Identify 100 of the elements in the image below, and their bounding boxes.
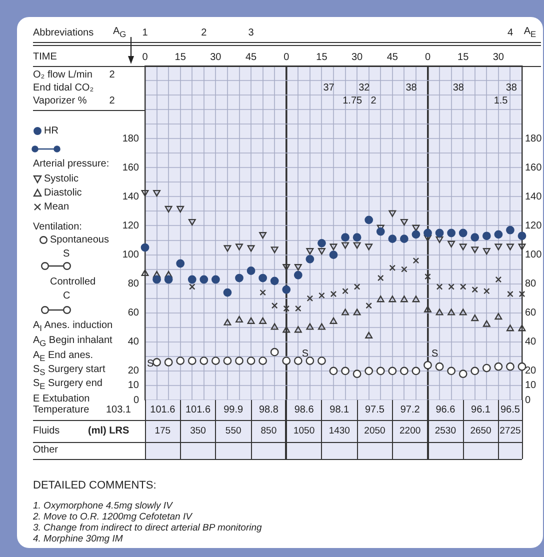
- text: Other: [33, 444, 58, 456]
- text: 2: [201, 28, 207, 38]
- annotation: 32: [358, 82, 370, 94]
- text: 550: [225, 426, 242, 436]
- text: 1050: [293, 426, 315, 436]
- annotation: 38: [406, 82, 417, 94]
- legend-label: Systolic: [44, 174, 78, 184]
- text: 98.1: [330, 404, 350, 416]
- text: Ventilation:: [33, 222, 82, 232]
- text: 2530: [434, 426, 456, 436]
- y2-tick-label: 40: [525, 336, 537, 348]
- x-tick-label: 45: [386, 52, 398, 63]
- y-tick-label: 140: [122, 191, 140, 202]
- y-tick-label: 0: [133, 394, 140, 406]
- text: Vaporizer %: [33, 96, 87, 106]
- text: 1: [142, 28, 148, 38]
- x-tick-label: 45: [245, 52, 258, 63]
- y2-tick-label: 180: [525, 133, 542, 144]
- text: DETAILED COMMENTS:: [33, 480, 156, 492]
- y-tick-label: 160: [122, 162, 140, 174]
- x-tick-label: 15: [316, 52, 328, 63]
- text: O₂ flow L/min: [33, 70, 92, 80]
- text: 2: [109, 70, 115, 80]
- legend-label: HR: [44, 126, 58, 136]
- text: 99.9: [224, 404, 244, 416]
- text: Abbreviations: [33, 28, 94, 38]
- text: A$_{G}$: [113, 26, 126, 40]
- text: 103.1: [106, 404, 131, 416]
- y-tick-label: 180: [122, 133, 140, 144]
- legend-label: Spontaneous: [50, 234, 109, 246]
- y-tick-label: 20: [128, 366, 140, 377]
- text: 96.1: [471, 404, 490, 416]
- text: Arterial pressure:: [33, 158, 110, 170]
- text: A$_{I}$ Anes. induction: [33, 320, 113, 334]
- text: E Extubation: [33, 394, 90, 404]
- y2-tick-label: 140: [525, 191, 542, 202]
- y-tick-label: 40: [128, 336, 140, 348]
- y-tick-label: 80: [128, 278, 140, 290]
- text: 2050: [364, 426, 386, 436]
- annotation: 38: [452, 82, 464, 94]
- y-tick-label: 100: [122, 250, 140, 261]
- x-tick-label: 15: [458, 52, 470, 63]
- text: 2725: [500, 426, 521, 436]
- y2-tick-label: 160: [525, 162, 542, 174]
- text: 4. Morphine 30mg IM: [33, 534, 123, 544]
- text: Fluids: [33, 426, 60, 436]
- text: 98.6: [294, 404, 314, 416]
- text: A$_{G}$ Begin inhalant: [33, 335, 112, 349]
- legend-label: Mean: [44, 202, 70, 212]
- annotation: S: [302, 348, 309, 360]
- text: 2650: [470, 426, 492, 436]
- text: 101.6: [150, 404, 176, 416]
- text: End tidal CO₂: [33, 82, 94, 94]
- text: 350: [190, 426, 206, 436]
- y-tick-label: 120: [122, 220, 140, 232]
- text: TIME: [33, 52, 57, 62]
- text: Controlled: [50, 276, 96, 288]
- y2-tick-label: 60: [525, 308, 537, 319]
- y-tick-label: 60: [128, 308, 140, 319]
- text: 1. Oxymorphone 4.5mg slowly IV: [33, 500, 172, 512]
- text: A$_{E}$ End anes.: [33, 350, 94, 364]
- text: S: [63, 248, 70, 260]
- legend-label: Diastolic: [44, 188, 82, 198]
- text: 175: [154, 426, 171, 436]
- text: 3: [248, 28, 254, 38]
- text: 98.8: [258, 404, 278, 416]
- annotation: 1.75: [342, 96, 362, 106]
- y2-tick-label: 10: [525, 380, 537, 392]
- x-tick-label: 30: [352, 52, 364, 63]
- y2-tick-label: 80: [525, 278, 537, 290]
- text: 3. Change from indirect to direct arterial BP monitoring: [33, 522, 262, 534]
- text: 4: [507, 28, 513, 38]
- text: 1430: [328, 426, 350, 436]
- y2-tick-label: 100: [525, 250, 542, 261]
- text: S$_{E}$ Surgery end: [33, 378, 102, 392]
- annotation: S: [431, 348, 438, 360]
- y2-tick-label: 0: [525, 394, 531, 406]
- text: 96.5: [500, 404, 520, 416]
- annotation: 2: [370, 96, 376, 106]
- x-tick-label: 30: [210, 52, 222, 63]
- annotation: 1.5: [494, 96, 508, 106]
- text: A$_{E}$: [524, 26, 536, 40]
- y2-tick-label: 120: [525, 220, 542, 232]
- x-tick-label: 30: [492, 52, 504, 63]
- x-tick-label: 0: [284, 52, 290, 63]
- text: C: [63, 290, 70, 302]
- text: S$_{S}$ Surgery start: [33, 364, 106, 378]
- annotation: 38: [506, 82, 517, 94]
- text: 97.5: [365, 404, 384, 416]
- text: (ml) LRS: [88, 426, 130, 436]
- text: 97.2: [400, 404, 420, 416]
- y-tick-label: 10: [128, 380, 140, 392]
- annotation: S: [146, 358, 154, 370]
- text: 101.6: [186, 404, 211, 416]
- text: 850: [260, 426, 277, 436]
- y2-tick-label: 20: [525, 366, 537, 377]
- text: 2: [109, 96, 115, 106]
- annotation: 37: [323, 82, 334, 94]
- text: 96.6: [436, 404, 456, 416]
- text: 2200: [400, 426, 421, 436]
